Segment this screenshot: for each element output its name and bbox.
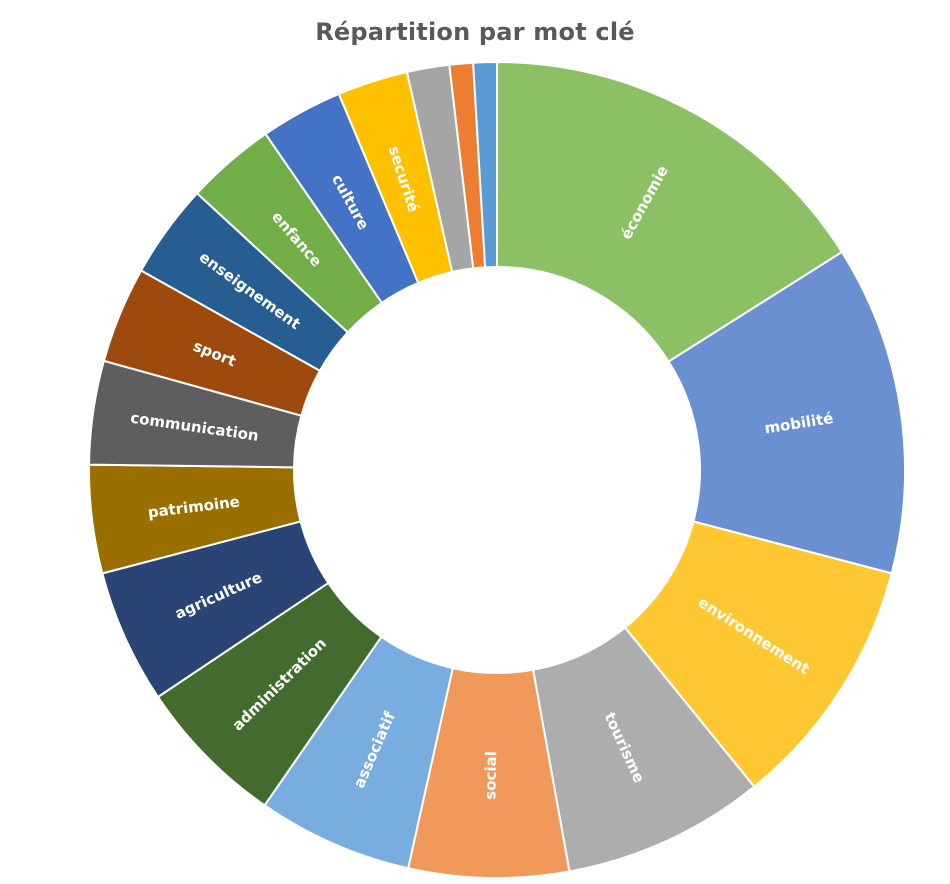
slice-economie [496, 60, 844, 363]
slice-label-social: social [481, 751, 500, 800]
donut-slices [88, 60, 906, 879]
slice-environnement [623, 520, 893, 789]
chart-title: Répartition par mot clé [315, 18, 635, 46]
slice-mobilite [667, 250, 906, 575]
slice-unlabeled-18 [472, 60, 498, 269]
